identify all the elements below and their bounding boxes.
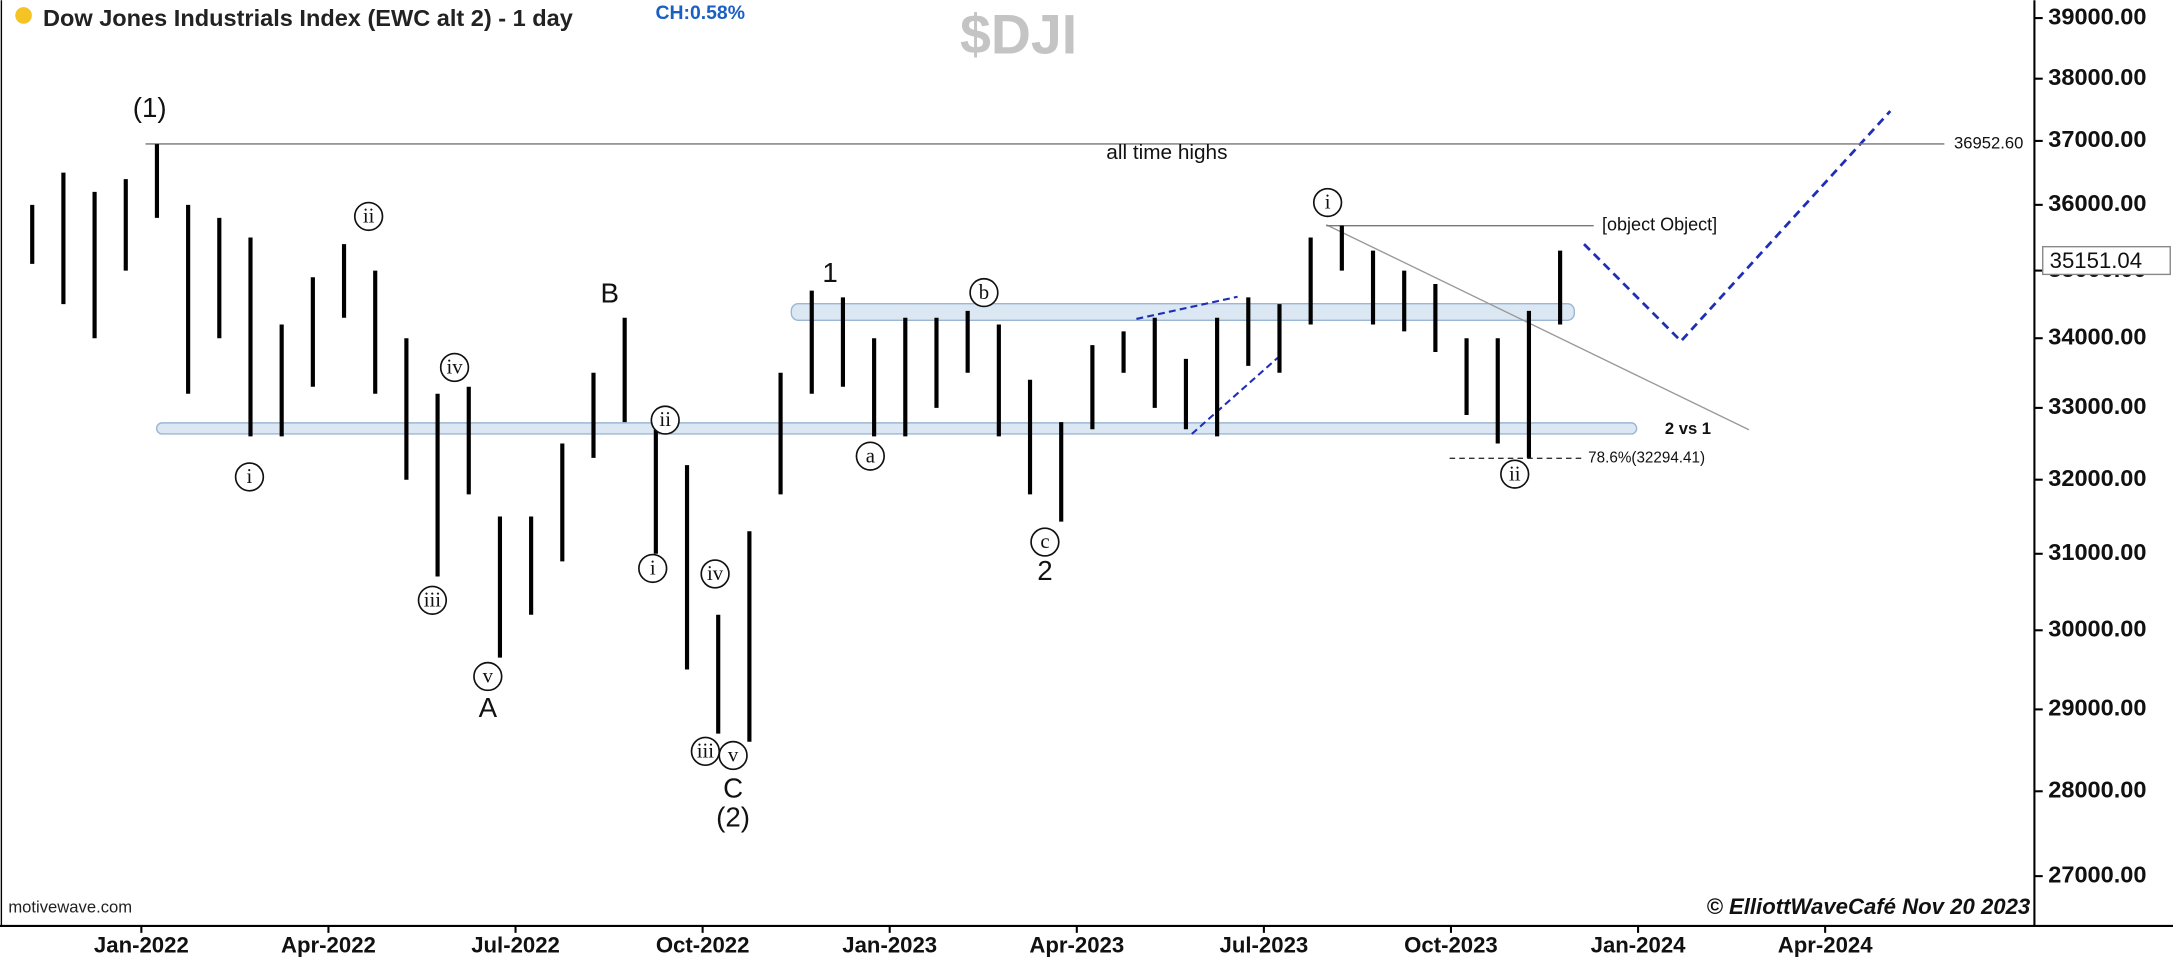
resistance-zone: [790, 302, 1576, 322]
y-tick-label: 32000.00: [2048, 465, 2146, 491]
wave-label: (1): [133, 92, 167, 123]
ath-label: 36952.60: [1954, 133, 2023, 152]
wave-circle: [1500, 459, 1530, 489]
wave-label: c: [1040, 530, 1049, 553]
x-tick-label: Apr-2024: [1778, 933, 1874, 958]
projection: [1583, 110, 1892, 344]
high-label: [object Object]: [1602, 214, 1717, 234]
wave-label: a: [866, 444, 875, 467]
y-tick-label: 30000.00: [2048, 616, 2146, 642]
x-tick-label: Jan-2022: [94, 933, 189, 958]
wave-circle: [439, 352, 470, 383]
wave-circle: [855, 441, 885, 471]
wave-circle: [638, 553, 668, 584]
price-tag: 35151.04: [2050, 248, 2142, 273]
wave-label: i: [247, 465, 253, 488]
y-tick-label: 34000.00: [2048, 323, 2146, 349]
wave-label: B: [601, 278, 619, 309]
y-tick-label: 37000.00: [2048, 126, 2146, 152]
y-tick-label: 33000.00: [2048, 393, 2146, 419]
status-dot: [15, 7, 32, 24]
wave-circle: [353, 201, 384, 232]
wave-label: iv: [446, 356, 463, 379]
price-tag-box: [2042, 245, 2171, 276]
y-tick-label: 27000.00: [2048, 861, 2146, 887]
wave-label: v: [728, 744, 739, 767]
x-tick-label: Oct-2023: [1404, 933, 1498, 958]
ath-note: all time highs: [1106, 141, 1227, 164]
x-tick-label: Jan-2023: [842, 933, 937, 958]
change: CH:0.58%: [656, 2, 745, 24]
wave-label: 1: [822, 257, 837, 288]
wave-label: ii: [659, 408, 671, 431]
wave-circle: [700, 559, 730, 589]
wave-label: C: [723, 772, 743, 803]
wave-label: i: [650, 557, 656, 580]
wave-circle: [718, 740, 748, 771]
wedge-upper: [1136, 295, 1238, 320]
y-tick-label: 38000.00: [2048, 64, 2146, 90]
wave-label: v: [483, 665, 494, 688]
wave-circle: [1030, 527, 1060, 557]
wave-label: A: [479, 692, 498, 723]
fib-label: 78.6%(32294.41): [1588, 449, 1705, 466]
wave-circle: [1312, 187, 1343, 218]
wave-label: iii: [424, 588, 442, 611]
wave-circle: [969, 277, 999, 308]
support-zone: [155, 422, 1638, 435]
y-tick-label: 29000.00: [2048, 695, 2146, 721]
symbol-watermark: $DJI: [960, 4, 1077, 66]
copyright: © ElliottWaveCafé Nov 20 2023: [1706, 894, 2030, 919]
wave-label: 2: [1037, 555, 1052, 586]
wave-label: ii: [363, 205, 375, 228]
wave-circle: [417, 585, 448, 615]
wave-label: ii: [1509, 462, 1521, 485]
y-tick-label: 28000.00: [2048, 777, 2146, 803]
x-tick-label: Apr-2023: [1029, 933, 1124, 958]
wave-label: iv: [707, 562, 724, 585]
x-tick-label: Apr-2022: [281, 933, 376, 958]
trend-line: [1325, 224, 1750, 431]
x-tick-label: Jul-2023: [1220, 933, 1309, 958]
wave-circle: [650, 405, 680, 435]
wedge-lower: [1191, 356, 1279, 435]
x-tick-label: Oct-2022: [656, 933, 750, 958]
x-tick-label: Jul-2022: [471, 933, 560, 958]
chart-title: Dow Jones Industrials Index (EWC alt 2) …: [43, 5, 573, 31]
wave-label: i: [1325, 191, 1331, 214]
x-tick-label: Jan-2024: [1591, 933, 1687, 958]
wave-circle: [473, 661, 503, 692]
y-tick-label: 36000.00: [2048, 190, 2146, 216]
wave-label: (2): [716, 802, 750, 833]
y-tick-label: 31000.00: [2048, 539, 2146, 565]
wave-label: b: [979, 281, 989, 304]
source: motivewave.com: [8, 897, 132, 916]
wave-circle: [234, 462, 265, 492]
note: 2 vs 1: [1665, 419, 1711, 438]
y-tick-label: 39000.00: [2048, 3, 2146, 29]
wave-label: iii: [697, 739, 715, 762]
